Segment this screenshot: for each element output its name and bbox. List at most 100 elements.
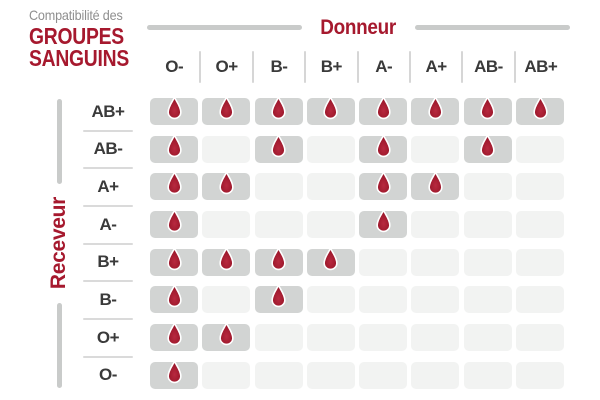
blood-drop-icon — [376, 96, 391, 120]
donor-axis-line-left — [147, 25, 303, 30]
blood-drop-icon — [323, 96, 339, 120]
cell-O+-from-B+ — [306, 324, 355, 352]
blood-drop-icon — [166, 209, 182, 233]
cell-O--from-A+ — [411, 361, 460, 389]
cell-A--from-AB+ — [516, 211, 565, 239]
cell-O--from-B+ — [306, 361, 355, 389]
blood-drop-icon — [219, 96, 234, 120]
cell-O--from-O+ — [202, 361, 251, 389]
cell-O+-from-A- — [359, 324, 408, 352]
blood-drop-icon — [166, 96, 182, 120]
receiver-label-A-: A- — [83, 211, 133, 245]
cell-A+-from-O- — [150, 171, 198, 201]
compatibility-matrix — [150, 96, 565, 389]
receiver-axis-label: Receveur — [47, 197, 70, 290]
cell-B--from-B- — [254, 284, 303, 314]
receiver-label-O+: O+ — [83, 324, 133, 358]
cell-B--from-A+ — [411, 286, 460, 314]
cell-A+-from-B- — [254, 173, 303, 201]
cell-A+-from-O+ — [202, 171, 251, 201]
blood-drop-icon — [376, 171, 391, 195]
cell-A+-from-A+ — [411, 171, 460, 201]
donor-header-A-: A- — [358, 50, 412, 84]
donor-header-AB-: AB- — [462, 50, 517, 84]
donor-header-O+: O+ — [200, 50, 255, 84]
cell-O--from-A- — [359, 361, 408, 389]
receiver-label-B+: B+ — [83, 249, 133, 283]
cell-A+-from-AB+ — [516, 173, 565, 201]
cell-A--from-B+ — [306, 211, 355, 239]
blood-drop-icon — [532, 96, 548, 120]
blood-drop-icon — [166, 247, 182, 270]
cell-AB+-from-B- — [254, 96, 303, 125]
cell-O--from-B- — [254, 361, 303, 389]
donor-header-B-: B- — [253, 50, 307, 84]
cell-AB+-from-AB+ — [516, 96, 565, 125]
cell-B+-from-A- — [359, 248, 408, 276]
cell-B--from-A- — [359, 286, 408, 314]
blood-drop-icon — [271, 247, 286, 270]
blood-drop-icon — [166, 322, 182, 346]
donor-header-A+: A+ — [410, 50, 464, 84]
blood-drop-icon — [166, 284, 182, 308]
blood-drop-icon — [166, 360, 182, 384]
cell-AB+-from-B+ — [306, 96, 355, 125]
cell-A--from-A- — [359, 209, 408, 239]
cell-B+-from-AB+ — [516, 248, 565, 276]
cell-AB--from-AB+ — [516, 135, 565, 163]
cell-A+-from-B+ — [306, 173, 355, 201]
receiver-label-AB-: AB- — [83, 136, 133, 170]
donor-axis-label: Donneur — [320, 15, 397, 39]
donor-header-O-: O- — [148, 50, 202, 84]
cell-B--from-O+ — [202, 286, 251, 314]
cell-AB--from-A- — [359, 134, 408, 163]
receiver-label-AB+: AB+ — [83, 98, 133, 132]
blood-drop-icon — [480, 96, 495, 120]
blood-drop-icon — [219, 322, 234, 346]
cell-O+-from-AB+ — [516, 324, 565, 352]
cell-O+-from-B- — [254, 324, 303, 352]
title-line-groupes: GROUPES — [29, 23, 124, 49]
cell-O+-from-A+ — [411, 324, 460, 352]
cell-A--from-AB- — [463, 211, 512, 239]
receiver-axis-header: Receveur — [46, 99, 72, 389]
receiver-axis-line-bottom — [56, 302, 62, 389]
cell-A--from-O- — [150, 209, 198, 239]
blood-drop-icon — [166, 171, 182, 195]
cell-AB+-from-A+ — [411, 96, 460, 125]
cell-AB--from-B- — [254, 134, 303, 163]
cell-AB+-from-AB- — [463, 96, 512, 125]
cell-O+-from-O- — [150, 322, 198, 352]
blood-drop-icon — [376, 134, 391, 157]
receiver-row-labels: AB+ AB- A+ A- B+ B- O+ O- — [83, 98, 133, 389]
title-line-sanguins: SANGUINS — [29, 45, 129, 71]
cell-B--from-AB- — [463, 286, 512, 314]
receiver-label-B-: B- — [83, 286, 133, 320]
cell-B+-from-O+ — [202, 247, 251, 276]
cell-A+-from-AB- — [463, 173, 512, 201]
title-kicker: Compatibilité des — [29, 7, 123, 23]
blood-drop-icon — [376, 209, 391, 233]
cell-B+-from-AB- — [463, 248, 512, 276]
chart-title-block: Compatibilité des GROUPES SANGUINS — [29, 6, 148, 71]
cell-O+-from-O+ — [202, 322, 251, 352]
cell-AB--from-AB- — [463, 134, 512, 163]
donor-header-B+: B+ — [305, 50, 359, 84]
blood-drop-icon — [219, 171, 234, 195]
donor-axis-line-right — [414, 25, 571, 30]
blood-drop-icon — [271, 134, 286, 157]
cell-AB--from-O+ — [202, 135, 251, 163]
cell-AB+-from-O- — [150, 96, 198, 125]
blood-drop-icon — [428, 171, 443, 195]
blood-drop-icon — [166, 134, 182, 157]
blood-drop-icon — [428, 96, 443, 120]
cell-AB+-from-A- — [359, 96, 408, 125]
cell-A--from-A+ — [411, 211, 460, 239]
cell-AB+-from-O+ — [202, 96, 251, 125]
cell-A+-from-A- — [359, 171, 408, 201]
cell-O--from-AB+ — [516, 361, 565, 389]
donor-header-AB+: AB+ — [524, 57, 558, 76]
cell-A--from-B- — [254, 211, 303, 239]
cell-B--from-AB+ — [516, 286, 565, 314]
